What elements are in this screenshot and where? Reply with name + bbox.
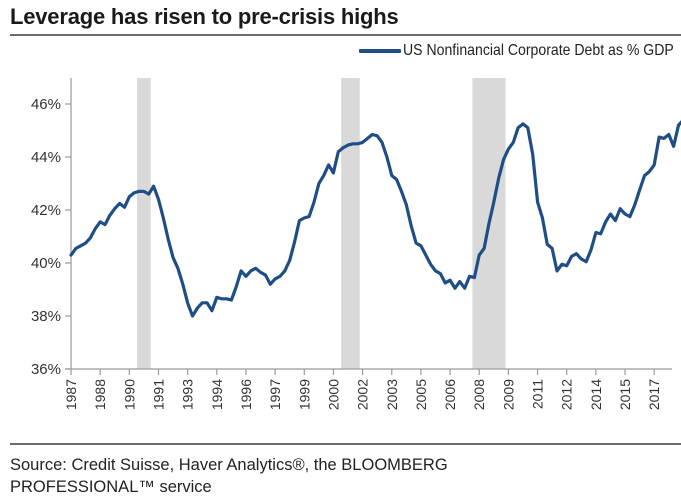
x-tick-label: 1999	[296, 379, 312, 410]
title-divider	[10, 34, 681, 36]
x-tick-label: 2014	[588, 379, 604, 410]
y-tick-label: 36%	[31, 361, 61, 378]
x-tick-label: 2006	[442, 379, 458, 410]
source-line-1: Source: Credit Suisse, Haver Analytics®,…	[10, 456, 448, 474]
chart-title: Leverage has risen to pre-crisis highs	[10, 4, 399, 29]
legend-label: US Nonfinancial Corporate Debt as % GDP	[403, 42, 675, 59]
recession-bands	[137, 78, 506, 369]
x-tick-label: 1996	[238, 379, 254, 410]
x-tick-label: 1997	[267, 379, 283, 410]
series-line	[69, 120, 681, 318]
y-tick-label: 42%	[31, 202, 61, 219]
x-tick-label: 2002	[355, 379, 371, 410]
x-tick-label: 2015	[617, 379, 633, 410]
x-tick-label: 2011	[530, 379, 546, 409]
y-axis-ticks: 36% 38% 40% 42% 44% 46%	[31, 96, 71, 378]
x-tick-label: 1988	[92, 379, 108, 410]
y-tick-label: 38%	[31, 308, 61, 325]
axes	[65, 78, 672, 370]
x-tick-label: 1994	[209, 379, 225, 410]
y-tick-label: 44%	[31, 149, 61, 166]
source-line-2: PROFESSIONAL™ service	[10, 478, 212, 496]
x-tick-label: 2009	[500, 379, 516, 410]
legend-swatch	[359, 49, 402, 53]
x-tick-label: 1987	[63, 379, 79, 410]
x-tick-label: 1991	[150, 379, 166, 410]
x-tick-label: 1993	[180, 379, 196, 410]
x-axis-ticks: 1987 1988 1990 1991 1993 1994 1996 1997 1999 2000…	[63, 369, 662, 410]
x-tick-label: 2017	[646, 379, 662, 410]
footer-divider	[10, 443, 681, 445]
x-tick-label: 1990	[121, 379, 137, 410]
legend: US Nonfinancial Corporate Debt as % GDP	[359, 42, 675, 60]
x-tick-label: 2012	[559, 379, 575, 410]
y-tick-label: 40%	[31, 255, 61, 272]
x-tick-label: 2003	[384, 379, 400, 410]
recession-band	[341, 78, 360, 369]
x-tick-label: 2000	[325, 379, 341, 410]
series-group	[69, 120, 681, 318]
source-note: Source: Credit Suisse, Haver Analytics®,…	[10, 454, 448, 498]
y-tick-label: 46%	[31, 96, 61, 113]
x-tick-label: 2008	[471, 379, 487, 410]
recession-band	[137, 78, 151, 369]
x-tick-label: 2005	[413, 379, 429, 410]
